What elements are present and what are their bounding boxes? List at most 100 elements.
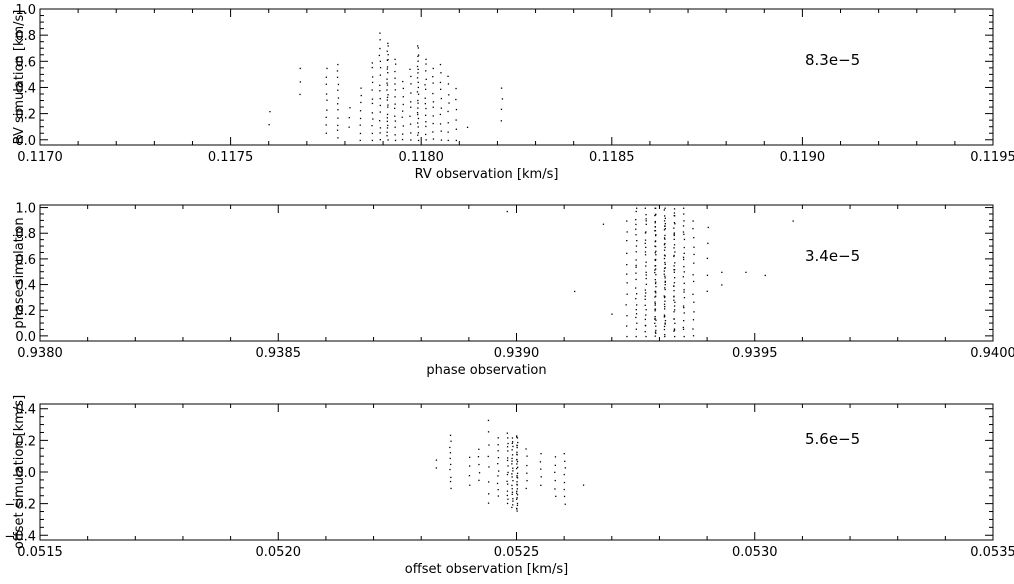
phase-data-point bbox=[683, 252, 685, 254]
phase-data-point bbox=[673, 299, 675, 301]
phase-data-point bbox=[664, 300, 666, 302]
rv-data-point bbox=[379, 127, 382, 129]
phase-data-point bbox=[673, 330, 675, 332]
phase-data-point bbox=[636, 322, 638, 324]
phase-data-point bbox=[663, 249, 666, 251]
offset-data-point bbox=[512, 441, 514, 443]
offset-data-point bbox=[497, 489, 499, 491]
phase-data-point bbox=[655, 295, 657, 297]
phase-data-point bbox=[707, 242, 709, 244]
phase-data-point bbox=[644, 207, 646, 209]
offset-x-tick-label: 0.0520 bbox=[256, 545, 302, 560]
phase-data-point bbox=[654, 241, 656, 243]
rv-data-point bbox=[387, 94, 389, 96]
offset-data-point bbox=[449, 452, 452, 454]
rv-x-tick-label: 0.1170 bbox=[17, 150, 63, 165]
offset-data-point bbox=[512, 480, 514, 482]
phase-data-point bbox=[663, 316, 665, 318]
phase-data-point bbox=[673, 238, 675, 240]
phase-data-point bbox=[663, 237, 666, 239]
rv-data-point bbox=[466, 126, 469, 128]
phase-data-point bbox=[663, 303, 666, 305]
phase-data-point bbox=[664, 263, 666, 265]
rv-data-point bbox=[360, 101, 362, 104]
phase-data-point bbox=[663, 229, 666, 231]
phase-data-point bbox=[654, 214, 656, 217]
offset-data-point bbox=[488, 493, 490, 495]
phase-data-point bbox=[663, 209, 665, 211]
phase-data-point bbox=[683, 335, 685, 338]
phase-data-point bbox=[673, 222, 676, 224]
offset-data-point bbox=[564, 467, 566, 469]
phase-data-point bbox=[674, 269, 676, 271]
rv-data-point bbox=[386, 84, 389, 86]
offset-data-point bbox=[516, 446, 518, 449]
offset-data-point bbox=[516, 483, 518, 486]
phase-data-point bbox=[673, 295, 675, 297]
rv-data-point bbox=[378, 54, 380, 57]
phase-data-point bbox=[721, 271, 723, 273]
phase-data-point bbox=[611, 313, 613, 315]
phase-data-point bbox=[645, 220, 647, 222]
phase-data-point bbox=[673, 208, 676, 210]
phase-data-point bbox=[682, 326, 684, 329]
rv-data-point bbox=[379, 139, 381, 141]
phase-data-point bbox=[626, 231, 628, 233]
rv-data-point bbox=[417, 134, 419, 136]
phase-data-point bbox=[664, 305, 666, 308]
phase-data-point bbox=[645, 261, 647, 263]
offset-data-point bbox=[555, 495, 557, 497]
rv-data-point bbox=[337, 83, 340, 86]
phase-data-point bbox=[635, 335, 637, 338]
rv-data-point bbox=[410, 75, 412, 78]
offset-data-point bbox=[506, 480, 508, 482]
rv-data-point bbox=[359, 139, 361, 142]
phase-data-point bbox=[664, 261, 666, 264]
offset-data-point bbox=[554, 488, 556, 490]
rv-data-point bbox=[432, 82, 434, 84]
phase-data-point bbox=[707, 226, 709, 229]
rv-data-point bbox=[432, 131, 434, 133]
phase-data-point bbox=[644, 304, 646, 306]
offset-x-tick-label: 0.0515 bbox=[17, 545, 63, 560]
phase-data-point bbox=[674, 262, 676, 264]
rv-y-tick-label: 0.4 bbox=[15, 81, 36, 96]
offset-data-point bbox=[449, 480, 452, 483]
rv-data-point bbox=[417, 93, 420, 95]
phase-data-point bbox=[644, 298, 646, 300]
rv-data-point bbox=[418, 54, 420, 56]
rv-data-point bbox=[455, 139, 457, 142]
rv-data-point bbox=[501, 98, 504, 100]
rv-annotation: 8.3e−5 bbox=[805, 51, 860, 69]
phase-data-point bbox=[645, 314, 647, 316]
rv-data-point bbox=[386, 113, 389, 116]
rv-data-point bbox=[387, 59, 389, 61]
phase-data-point bbox=[645, 214, 647, 216]
phase-data-point bbox=[644, 232, 647, 234]
phase-data-point bbox=[645, 283, 647, 285]
rv-data-point bbox=[379, 104, 381, 107]
offset-x-axis-label: offset observation [km/s] bbox=[405, 562, 568, 577]
phase-data-point bbox=[635, 228, 637, 230]
phase-data-point bbox=[654, 310, 656, 312]
offset-data-point bbox=[564, 503, 566, 505]
offset-data-point bbox=[563, 481, 566, 484]
rv-data-point bbox=[409, 68, 411, 70]
phase-data-point bbox=[655, 245, 657, 248]
rv-data-point bbox=[417, 132, 420, 134]
offset-data-point bbox=[526, 455, 528, 457]
phase-data-point bbox=[663, 273, 665, 275]
rv-data-point bbox=[394, 134, 396, 136]
rv-data-point bbox=[379, 111, 381, 113]
offset-data-point bbox=[563, 473, 565, 476]
rv-data-point bbox=[417, 126, 419, 128]
offset-data-point bbox=[511, 437, 514, 439]
phase-data-point bbox=[626, 315, 628, 317]
rv-data-point bbox=[269, 111, 271, 113]
phase-data-point bbox=[693, 262, 695, 264]
phase-data-point bbox=[683, 207, 685, 209]
phase-data-point bbox=[663, 220, 666, 222]
rv-data-point bbox=[447, 139, 449, 142]
rv-data-point bbox=[387, 139, 389, 141]
offset-data-point bbox=[478, 463, 480, 466]
